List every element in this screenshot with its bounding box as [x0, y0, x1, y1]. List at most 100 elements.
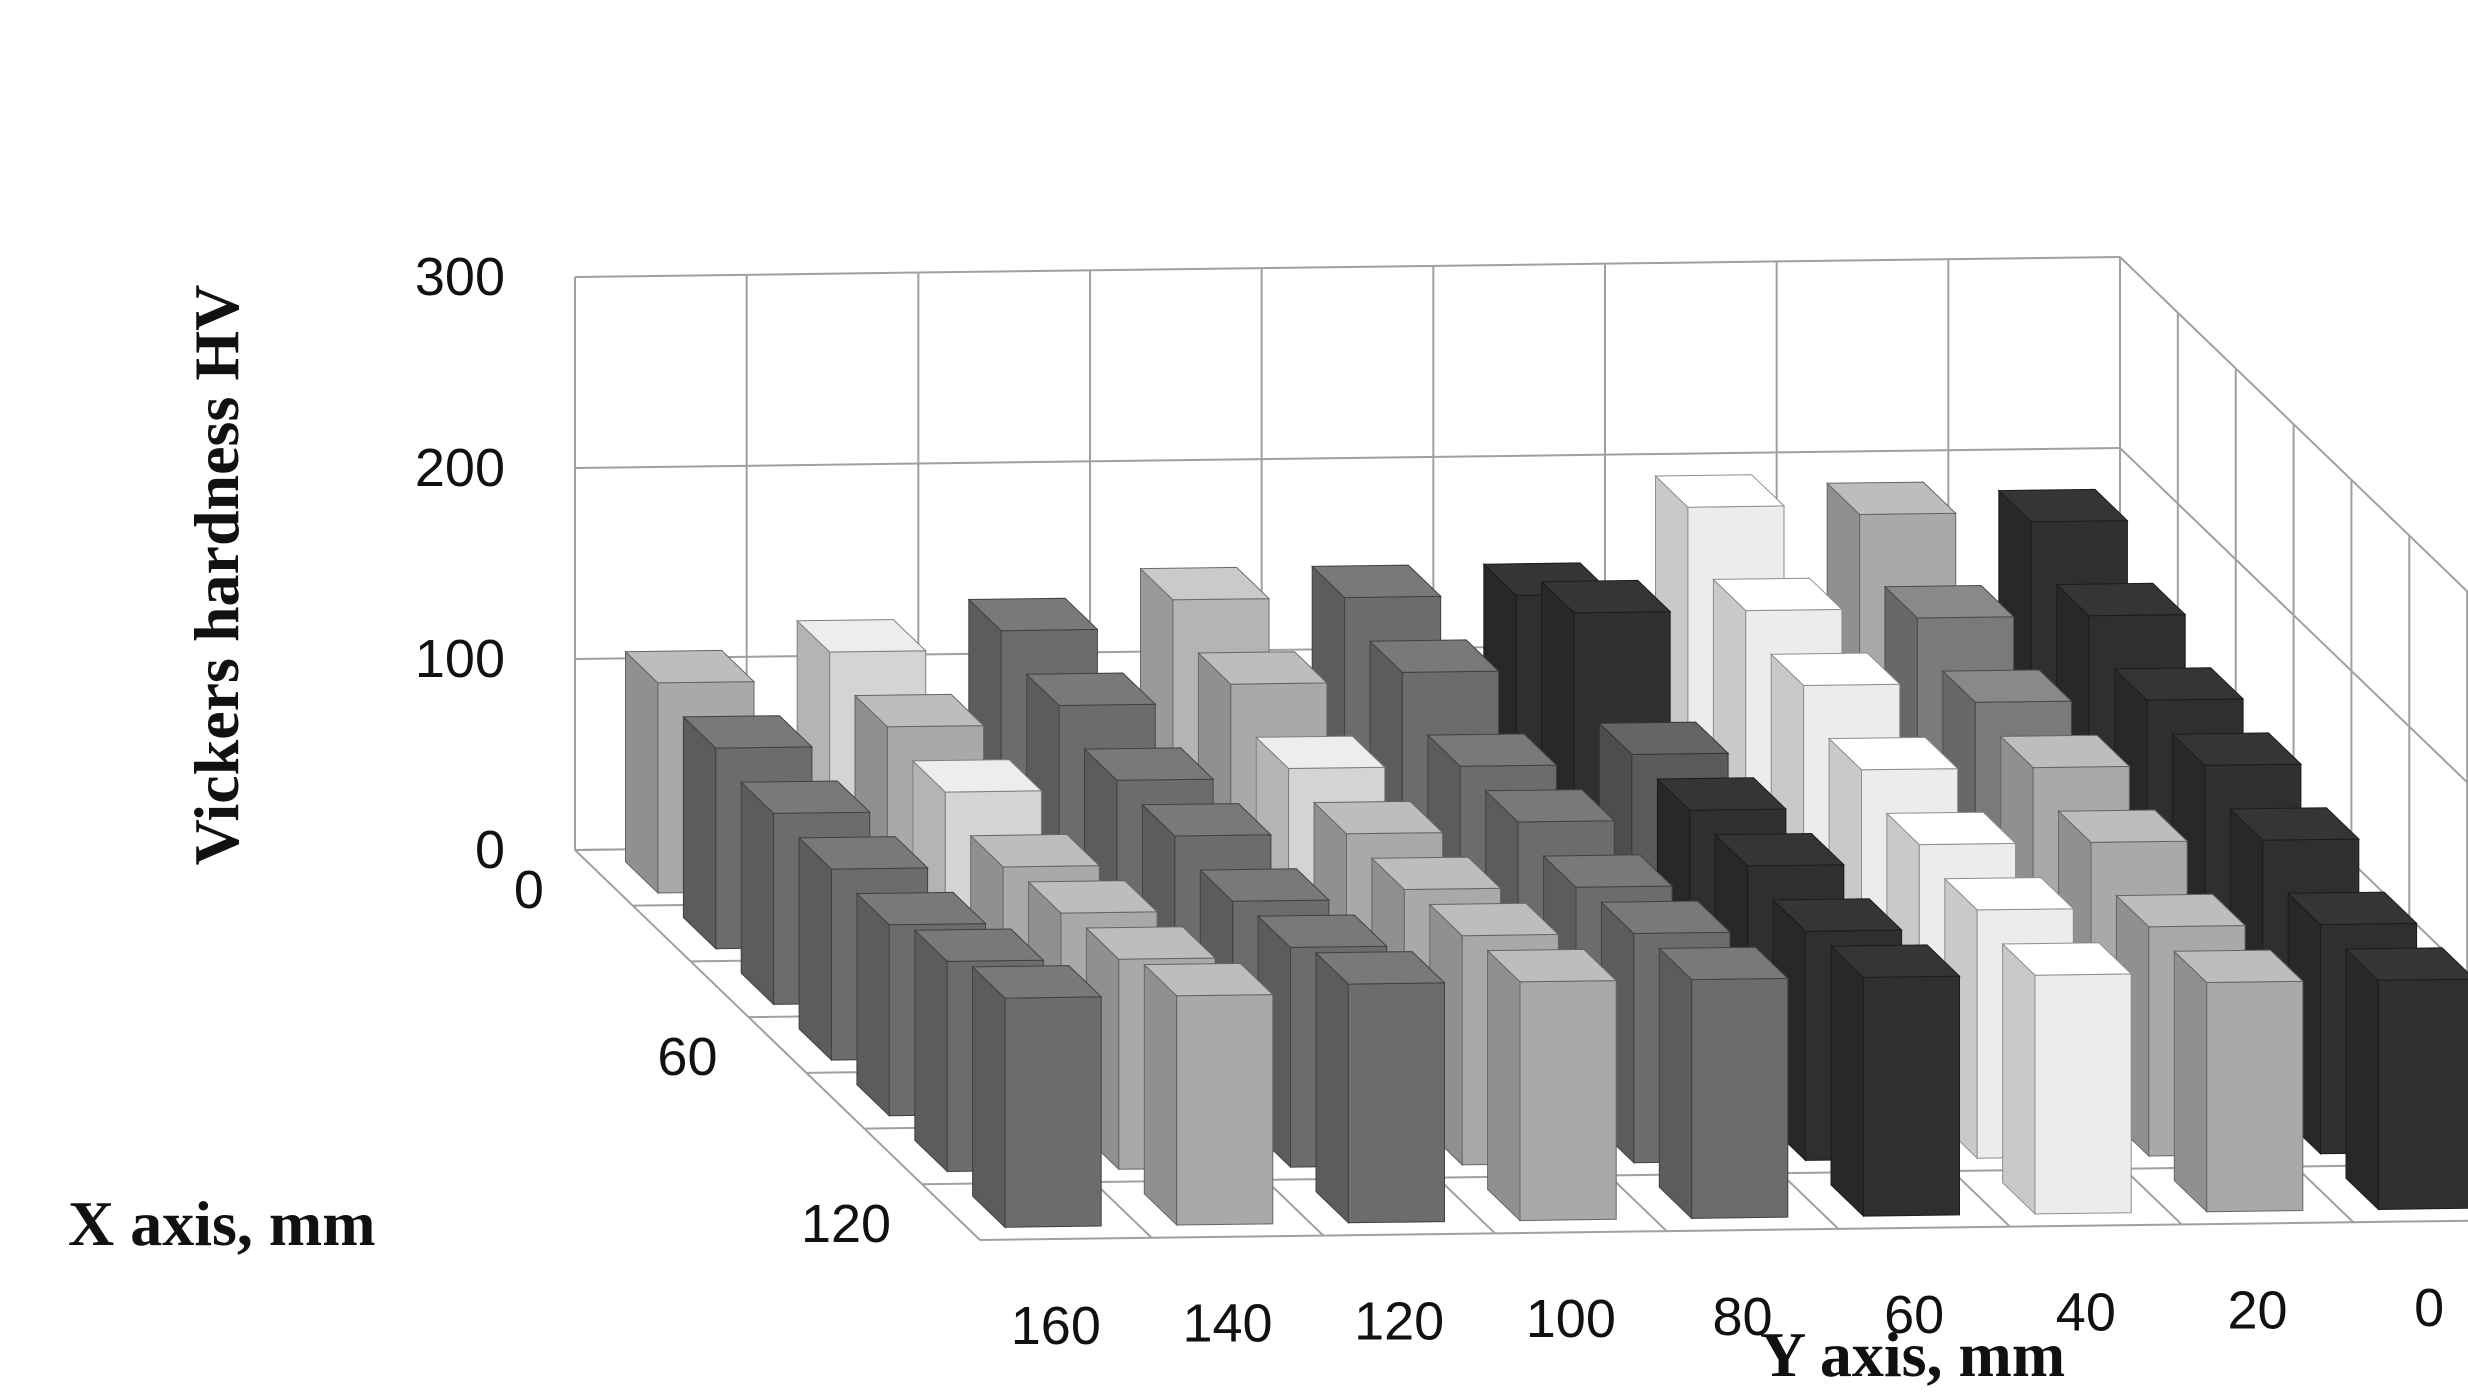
bar-front-face — [1691, 977, 1789, 1219]
bar-side-face — [2173, 950, 2208, 1213]
bar-front-face — [1519, 980, 1617, 1222]
bar-side-face — [798, 836, 832, 1062]
bar-side-face — [2002, 942, 2036, 1216]
bar-top-face — [1368, 639, 1500, 673]
bar-x120-y60 — [1829, 944, 1961, 1218]
bar-top-face — [1314, 951, 1446, 985]
bar-top-face — [1885, 811, 2017, 846]
bar-top-face — [1370, 856, 1502, 891]
bar-top-face — [1083, 747, 1215, 781]
bar-top-face — [1598, 721, 1730, 756]
bar-top-face — [1428, 902, 1560, 937]
bar-x120-y100 — [1486, 948, 1618, 1222]
bar-x120-y160 — [971, 965, 1103, 1229]
bar-top-face — [1600, 900, 1732, 935]
y-tick-label: 40 — [2056, 1283, 2116, 1343]
bar-top-face — [1254, 735, 1386, 770]
x-tick-label: 0 — [514, 860, 544, 920]
bar-top-face — [2229, 807, 2361, 841]
bar-top-face — [913, 928, 1045, 962]
bar-side-face — [914, 929, 948, 1173]
bar-top-face — [1771, 898, 1903, 932]
bar-top-face — [971, 965, 1103, 999]
bar-front-face — [1347, 982, 1445, 1224]
z-tick-label: 0 — [475, 820, 505, 880]
bar-side-face — [1830, 945, 1864, 1218]
bar-side-face — [1487, 949, 1521, 1222]
bar-side-face — [1315, 951, 1349, 1224]
z-tick-label: 200 — [415, 438, 505, 498]
bar-top-face — [1085, 926, 1217, 960]
z-axis-title: Vickers hardness HV — [181, 285, 252, 866]
bar-side-face — [2345, 947, 2379, 1211]
chart-bars — [624, 474, 2468, 1229]
bar-top-face — [682, 715, 814, 749]
bar-x120-y80 — [1658, 946, 1790, 1220]
y-tick-label: 20 — [2227, 1280, 2287, 1340]
bar-top-face — [1199, 868, 1331, 902]
bar-front-face — [1004, 996, 1102, 1228]
bar-top-face — [1997, 488, 2129, 523]
bar-side-face — [856, 892, 890, 1117]
floor-line-depth — [979, 1219, 2468, 1241]
bar-top-face — [1256, 914, 1388, 948]
floor-line-across — [574, 849, 981, 1241]
x-tick-label: 120 — [801, 1194, 891, 1254]
bar-top-face — [1999, 734, 2131, 769]
bar-top-face — [1540, 579, 1672, 614]
bar-top-face — [1829, 944, 1961, 978]
bar-top-face — [853, 693, 985, 728]
bar-top-face — [1825, 481, 1957, 516]
bar-top-face — [1941, 669, 2073, 703]
bar-top-face — [1486, 948, 1618, 983]
bar-top-face — [1312, 800, 1444, 835]
y-tick-label: 160 — [1011, 1296, 1101, 1356]
bar-top-face — [969, 833, 1101, 868]
bar-top-face — [1426, 733, 1558, 767]
bar-side-face — [972, 965, 1006, 1229]
y-tick-label: 140 — [1182, 1294, 1272, 1354]
bar-top-face — [739, 780, 871, 814]
bar-top-face — [2113, 667, 2245, 701]
bar-top-face — [2173, 949, 2305, 984]
bar-top-face — [1197, 651, 1329, 685]
bar-top-face — [1654, 474, 1786, 508]
bar-top-face — [1484, 789, 1616, 823]
bar-side-face — [1658, 947, 1693, 1220]
bar-top-face — [797, 836, 929, 870]
bar-top-face — [1310, 564, 1442, 599]
bar-top-face — [624, 649, 756, 684]
bar-top-face — [2115, 893, 2247, 928]
y-tick-label: 120 — [1354, 1291, 1444, 1351]
bar-top-face — [1027, 880, 1159, 914]
bar-top-face — [1827, 736, 1959, 771]
bar-top-face — [1769, 652, 1901, 687]
side-wall-hline — [2119, 256, 2468, 594]
bar-top-face — [2344, 947, 2468, 981]
x-axis-title: X axis, mm — [68, 1188, 376, 1259]
y-tick-label: 100 — [1526, 1289, 1616, 1349]
bar-side-face — [1143, 963, 1178, 1227]
x-tick-label: 60 — [657, 1027, 717, 1087]
y-tick-label: 80 — [1712, 1287, 1772, 1347]
bar-top-face — [2286, 891, 2418, 926]
bar-top-face — [911, 759, 1043, 793]
side-wall-hline — [2119, 447, 2468, 785]
z-tick-label: 100 — [415, 629, 505, 689]
bar-top-face — [2171, 732, 2303, 766]
bar-x120-y140 — [1143, 962, 1275, 1227]
bar-front-face — [2206, 980, 2304, 1213]
y-tick-label: 0 — [2414, 1278, 2444, 1338]
bar-front-face — [2034, 973, 2132, 1215]
bar-top-face — [1883, 584, 2015, 619]
bar-top-face — [967, 597, 1099, 632]
bar-x120-y120 — [1314, 951, 1446, 1224]
bar-top-face — [1542, 854, 1674, 888]
bar-front-face — [1862, 975, 1960, 1217]
bar-top-face — [1712, 577, 1844, 612]
z-tick-label: 300 — [415, 247, 505, 307]
bar-top-face — [2055, 582, 2187, 617]
bar-side-face — [682, 715, 717, 950]
